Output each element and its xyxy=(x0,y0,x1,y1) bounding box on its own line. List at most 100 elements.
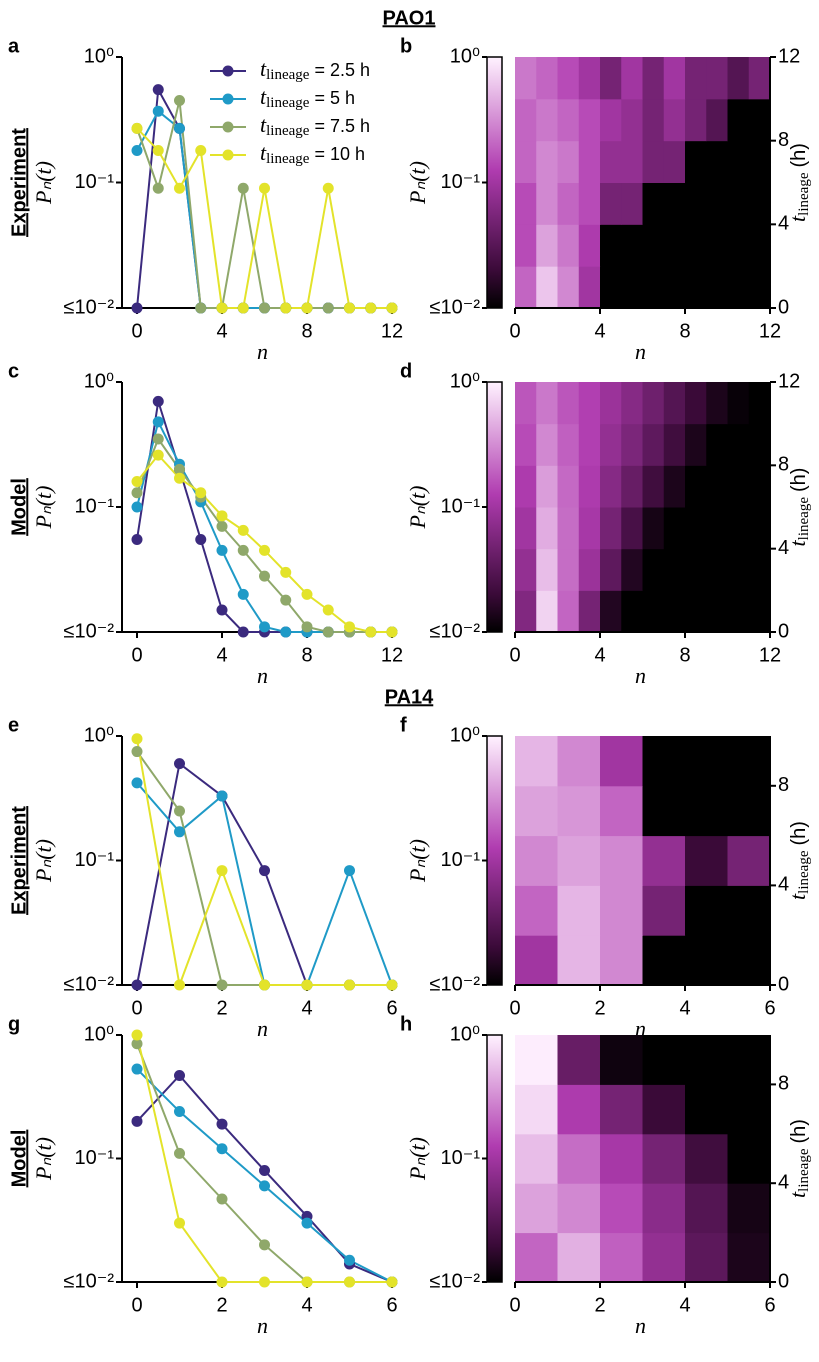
heatmap-cell xyxy=(642,1035,686,1085)
heatmap-cell xyxy=(727,885,771,936)
heatmap-cell xyxy=(748,423,771,466)
y-tick-label: 10⁰ xyxy=(84,45,114,67)
data-point xyxy=(174,1217,185,1229)
heatmap-cell xyxy=(536,57,558,100)
heatmap-cell xyxy=(515,98,537,142)
y2-label-base: t xyxy=(785,215,810,222)
x-axis-label: n xyxy=(257,1313,268,1338)
heatmap-cell xyxy=(600,548,622,591)
heatmap-cell xyxy=(557,590,580,633)
data-point xyxy=(131,501,143,513)
heatmap-cell xyxy=(515,785,558,837)
heatmap-cell xyxy=(685,590,707,633)
y2-tick-label: 8 xyxy=(778,129,789,151)
heatmap-cell xyxy=(642,835,686,886)
heatmap-cell xyxy=(727,465,750,508)
section-title: PAO1 xyxy=(383,7,436,29)
data-point xyxy=(152,144,164,156)
data-point xyxy=(386,1276,398,1288)
x-tick-label: 12 xyxy=(381,644,403,666)
heatmap-cell xyxy=(642,1183,686,1234)
heatmap-cell xyxy=(642,382,665,425)
heatmap-cell xyxy=(600,140,622,183)
legend-marker xyxy=(222,149,234,161)
heatmap-cell xyxy=(600,423,622,466)
data-point xyxy=(301,1217,313,1229)
heatmap-cell xyxy=(706,382,728,425)
y2-tick-label: 12 xyxy=(778,45,800,67)
heatmap-cell xyxy=(642,507,665,550)
heatmap-cell xyxy=(685,1232,728,1283)
panel-letter: f xyxy=(400,714,407,736)
x-tick-label: 0 xyxy=(509,1294,520,1316)
data-point xyxy=(344,1254,355,1266)
heatmap-cell xyxy=(685,1035,728,1085)
heatmap-cell xyxy=(727,423,750,466)
heatmap-cell xyxy=(748,98,771,142)
heatmap-cell xyxy=(515,1232,558,1283)
y2-axis-label: tlineage (h) xyxy=(785,1119,812,1198)
heatmap-cell xyxy=(557,140,580,183)
data-point xyxy=(174,472,185,484)
heatmap-cell xyxy=(557,1133,601,1184)
data-point xyxy=(301,588,313,600)
heatmap-cell xyxy=(642,57,665,100)
x-tick-label: 0 xyxy=(509,997,520,1019)
heatmap-cell xyxy=(578,266,601,309)
heatmap-cell xyxy=(706,590,728,633)
heatmap-cell xyxy=(515,57,537,100)
data-point xyxy=(174,1106,185,1118)
y2-label-rest: (h) xyxy=(788,143,810,167)
panel-letter: d xyxy=(400,360,412,382)
y-tick-label: 10⁻¹ xyxy=(75,849,115,871)
heatmap-cell xyxy=(621,382,643,425)
heatmap-cell xyxy=(685,465,707,508)
heatmap-cell xyxy=(727,1232,771,1283)
y-axis-label: Pₙ(t) xyxy=(31,839,56,883)
y-axis-label: Pₙ(t) xyxy=(405,839,430,883)
legend-marker xyxy=(222,65,234,77)
x-tick-label: 8 xyxy=(301,320,312,342)
heatmap-cell xyxy=(706,266,728,309)
heatmap-cell xyxy=(727,382,750,425)
heatmap-cell xyxy=(642,885,686,936)
y2-tick-label: 0 xyxy=(778,1270,789,1292)
data-point xyxy=(131,979,143,991)
heatmap-cell xyxy=(685,835,728,886)
colorbar-tick-label: 10⁻¹ xyxy=(441,849,481,871)
heatmap-cell xyxy=(727,548,750,591)
heatmap-cell xyxy=(706,140,728,183)
heatmap-cell xyxy=(536,465,558,508)
data-point xyxy=(259,1276,270,1288)
data-point xyxy=(344,865,355,877)
y2-label-base: t xyxy=(785,1191,810,1198)
heatmap-cell xyxy=(578,590,601,633)
data-point xyxy=(174,805,185,817)
data-point xyxy=(386,979,398,991)
x-axis-label: n xyxy=(635,339,646,364)
heatmap-cell xyxy=(748,465,771,508)
heatmap-cell xyxy=(600,785,643,837)
legend-text: = 2.5 h xyxy=(314,60,370,80)
heatmap-cell xyxy=(642,465,665,508)
y2-label-rest: (h) xyxy=(788,468,810,492)
x-tick-label: 4 xyxy=(594,320,605,342)
heatmap-cell xyxy=(621,465,643,508)
legend-text: = 5 h xyxy=(314,88,355,108)
data-point xyxy=(216,510,228,522)
data-point xyxy=(259,1164,270,1176)
colorbar-tick-label: 10⁰ xyxy=(450,724,480,746)
heatmap-cell xyxy=(536,548,558,591)
section-title: PA14 xyxy=(385,686,434,708)
colorbar-tick-label: 10⁻¹ xyxy=(441,1147,481,1169)
heatmap-cell xyxy=(621,57,643,100)
heatmap-cell xyxy=(557,785,601,837)
x-tick-label: 4 xyxy=(216,320,227,342)
data-point xyxy=(237,544,249,556)
legend-symbol-sub: lineage xyxy=(266,123,310,139)
data-point xyxy=(259,544,270,556)
data-point xyxy=(174,182,185,194)
heatmap-cell xyxy=(578,382,601,425)
heatmap-cell xyxy=(515,465,537,508)
heatmap-cell xyxy=(621,423,643,466)
